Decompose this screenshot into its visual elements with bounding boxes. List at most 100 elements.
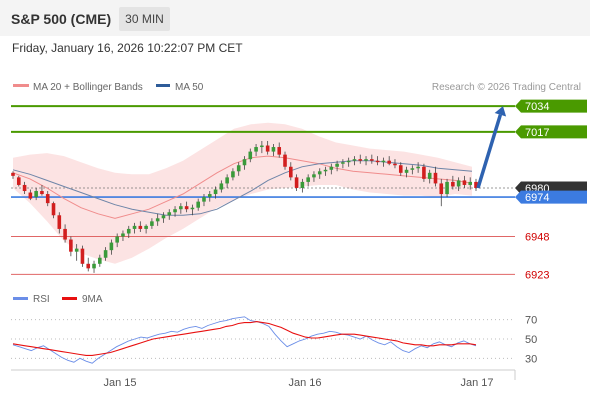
level-label-7034: 7034 [525, 101, 549, 113]
candle-body [150, 221, 154, 226]
candle-body [474, 181, 478, 188]
candle-body [236, 165, 241, 172]
candle-body [306, 177, 310, 182]
candle-body [364, 159, 368, 161]
candle-body [86, 263, 91, 269]
candle-body [410, 168, 415, 170]
candle-body [22, 184, 27, 192]
candle-body [300, 181, 305, 188]
credit-label: Research © 2026 Trading Central [432, 82, 581, 93]
candle-body [28, 192, 33, 199]
candle-body [92, 263, 96, 269]
level-label-6948: 6948 [525, 232, 549, 244]
candle-body [242, 159, 247, 166]
rsi-chart: 70 50 30 [11, 315, 537, 365]
candle-body [190, 207, 195, 210]
ma50-line [12, 160, 473, 216]
rsi-line [12, 316, 477, 364]
candle-body [335, 163, 339, 167]
candle-body [427, 172, 432, 179]
candle-body [184, 206, 189, 210]
rsi-legend-label: RSI [33, 294, 50, 305]
candle-body [346, 160, 351, 163]
timeframe-button[interactable]: 30 MIN [119, 7, 170, 31]
candle-body [115, 236, 119, 243]
candle-body [173, 209, 177, 213]
candle-body [260, 145, 264, 148]
rsi-legend-swatch [13, 297, 28, 300]
ma50-legend-label: MA 50 [175, 82, 204, 93]
rsi-tick-30: 30 [525, 353, 537, 365]
candle-body [271, 147, 276, 152]
chart-header: S&P 500 (CME) 30 MIN [0, 0, 590, 36]
rsi-tick-70: 70 [525, 315, 537, 327]
level-tag-7017 [515, 125, 587, 139]
candle-body [16, 177, 21, 185]
candle-body [289, 166, 293, 178]
level-label-6974: 6974 [525, 192, 549, 204]
candle-body [317, 171, 322, 175]
candle-body [462, 180, 467, 185]
forecast-arrow-shaft [476, 114, 503, 189]
level-tag-7034 [515, 99, 587, 113]
candle-body [63, 228, 67, 240]
candle-body [456, 180, 461, 187]
level-label-7017: 7017 [525, 127, 549, 139]
candle-body [277, 147, 282, 155]
candle-body [57, 215, 62, 229]
candle-body [358, 159, 363, 161]
candle-body [121, 233, 125, 237]
candle-body [341, 162, 345, 164]
candle-body [202, 197, 206, 202]
candle-body [11, 172, 15, 176]
candle-body [167, 212, 172, 216]
candle-body [103, 250, 108, 258]
candle-body [179, 206, 183, 210]
candle-body [74, 248, 79, 252]
candle-body [144, 225, 148, 229]
candle-body [231, 171, 235, 178]
candle-body [109, 242, 114, 251]
candle-body [375, 160, 380, 163]
candle-body [248, 151, 253, 160]
rsi-tick-50: 50 [525, 334, 537, 346]
candle-body [294, 177, 299, 188]
candle-body [207, 194, 212, 198]
ma50-legend-swatch [156, 84, 170, 87]
ma20-line [12, 155, 473, 219]
candle-body [404, 169, 409, 173]
candle-body [352, 159, 357, 161]
candle-body [98, 257, 102, 264]
candle-body [393, 163, 397, 166]
candle-body [370, 159, 374, 161]
x-tick-jan16: Jan 16 [288, 377, 321, 389]
candle-body [132, 225, 137, 229]
candle-body [155, 218, 160, 222]
candle-body [225, 177, 229, 184]
candle-body [219, 183, 224, 190]
candle-body [161, 215, 166, 219]
ma20-legend-label: MA 20 + Bollinger Bands [33, 82, 143, 93]
bollinger-band-area [13, 122, 472, 264]
candle-body [433, 172, 438, 184]
level-label-6923: 6923 [525, 269, 549, 281]
datetime-label: Friday, January 16, 2026 10:22:07 PM CET [12, 41, 243, 55]
candle-body [451, 181, 455, 187]
candle-body [51, 203, 56, 216]
candle-body [416, 166, 420, 169]
candle-body [283, 154, 287, 167]
candle-body [439, 183, 444, 195]
ma9-legend-label: 9MA [82, 294, 103, 305]
candle-body [381, 160, 386, 163]
candle-body [265, 145, 270, 152]
candle-body [40, 191, 44, 195]
candle-body [196, 201, 200, 208]
candle-body [323, 169, 328, 172]
candle-body [80, 248, 85, 264]
x-tick-jan15: Jan 15 [103, 377, 136, 389]
candle-body [312, 174, 316, 178]
rsi-ma9-line [12, 321, 477, 356]
candle-body [69, 239, 73, 252]
